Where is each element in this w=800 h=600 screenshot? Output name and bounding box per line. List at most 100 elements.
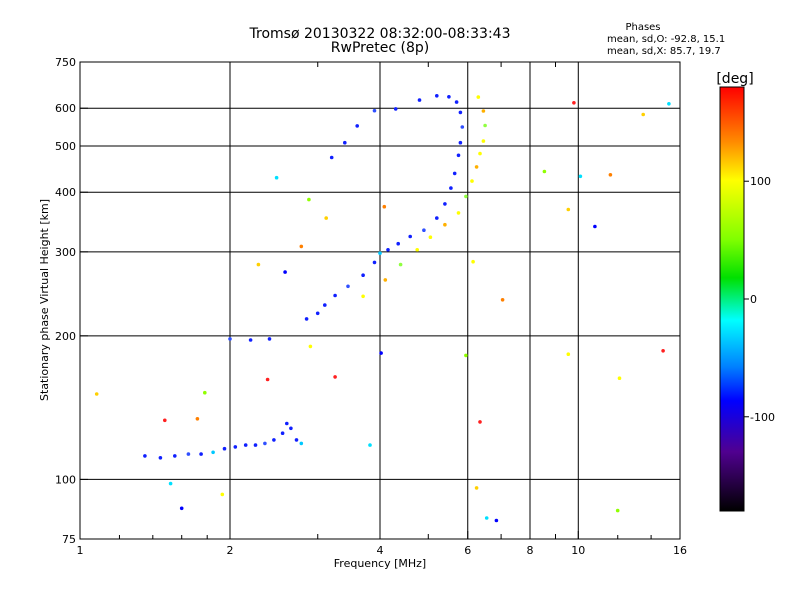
data-point [456, 211, 461, 215]
y-tick-label: 400 [55, 186, 76, 199]
data-point [494, 518, 499, 523]
data-point [415, 248, 420, 252]
data-point [435, 94, 439, 98]
data-point [186, 452, 191, 456]
x-tick-label: 1 [77, 544, 84, 557]
data-point [500, 298, 505, 302]
data-point [308, 344, 313, 349]
data-point [615, 508, 620, 513]
data-point [435, 216, 439, 220]
data-point [478, 420, 482, 424]
data-point [324, 216, 329, 220]
data-points [94, 94, 671, 523]
x-tick-label: 2 [227, 544, 234, 557]
data-point [163, 418, 167, 423]
data-point [393, 107, 398, 111]
y-tick-label: 300 [55, 246, 76, 259]
data-point [243, 443, 248, 447]
stats-title: Phases [625, 22, 660, 33]
data-point [299, 441, 304, 446]
data-point [323, 303, 327, 307]
data-point [195, 417, 200, 421]
data-point [233, 445, 238, 449]
data-point [408, 234, 413, 239]
data-point [299, 244, 304, 249]
data-point [566, 207, 571, 212]
data-point [361, 294, 365, 299]
data-point [460, 125, 465, 129]
grid-lines [80, 62, 680, 539]
data-point [265, 377, 270, 382]
data-point [474, 486, 479, 490]
y-tick-label: 500 [55, 140, 76, 153]
data-point [566, 352, 571, 357]
data-point [458, 140, 463, 145]
data-point [307, 197, 311, 202]
data-point [447, 95, 451, 99]
data-point [572, 101, 576, 105]
data-point [428, 235, 433, 239]
data-point [143, 454, 147, 458]
data-point [228, 337, 232, 341]
data-point [667, 102, 671, 106]
x-tick-label: 4 [377, 544, 384, 557]
stats-line-o: mean, sd,O: -92.8, 15.1 [607, 34, 725, 45]
data-point [449, 186, 453, 190]
data-point [452, 171, 457, 176]
data-point [211, 450, 215, 455]
y-tick-label: 750 [55, 56, 76, 69]
data-point [304, 317, 309, 321]
data-point [329, 155, 334, 160]
data-point [222, 446, 227, 451]
data-point [464, 353, 468, 358]
y-tick-label: 600 [55, 102, 76, 115]
data-point [94, 392, 99, 396]
data-point [483, 123, 487, 128]
x-tick-label: 10 [571, 544, 585, 557]
data-point [368, 443, 372, 447]
data-point [454, 100, 459, 104]
data-point [464, 194, 468, 199]
data-point [272, 438, 276, 442]
data-point [608, 173, 613, 177]
data-point [476, 95, 481, 99]
chart-title-line2: RwPretec (8p) [331, 40, 429, 56]
data-point [481, 109, 486, 113]
data-point [641, 112, 645, 117]
data-point [383, 278, 388, 282]
axis-ticks: 1 2 4 6 8 10 16 75 100 200 300 400 500 600 750 [55, 56, 687, 557]
data-point [443, 202, 447, 206]
data-point [173, 454, 177, 458]
data-point [443, 222, 447, 227]
data-point [398, 262, 403, 267]
data-point [417, 98, 422, 102]
data-point [263, 441, 267, 446]
data-point [289, 426, 293, 431]
data-point [481, 139, 486, 143]
data-point [315, 311, 320, 316]
data-point [456, 153, 461, 158]
data-point [422, 228, 426, 232]
data-point [470, 179, 474, 183]
colorbar-tick-label: 0 [750, 293, 757, 306]
data-point [386, 248, 390, 252]
x-tick-label: 8 [527, 544, 534, 557]
data-point [372, 108, 377, 113]
data-point [203, 390, 207, 395]
data-point [179, 506, 184, 511]
x-tick-label: 16 [673, 544, 687, 557]
data-point [542, 169, 547, 174]
data-point [578, 174, 583, 179]
data-point [274, 175, 279, 180]
data-point [285, 421, 289, 426]
x-tick-label: 6 [464, 544, 471, 557]
data-point [333, 293, 337, 298]
data-point [372, 260, 377, 265]
y-axis-label: Stationary phase Virtual Height [km] [38, 199, 51, 401]
data-point [346, 284, 350, 289]
data-point [617, 376, 622, 381]
colorbar-tick-label: -100 [750, 411, 775, 424]
y-tick-label: 75 [62, 533, 76, 546]
chart-title-line1: Tromsø 20130322 08:32:00-08:33:43 [249, 26, 511, 42]
